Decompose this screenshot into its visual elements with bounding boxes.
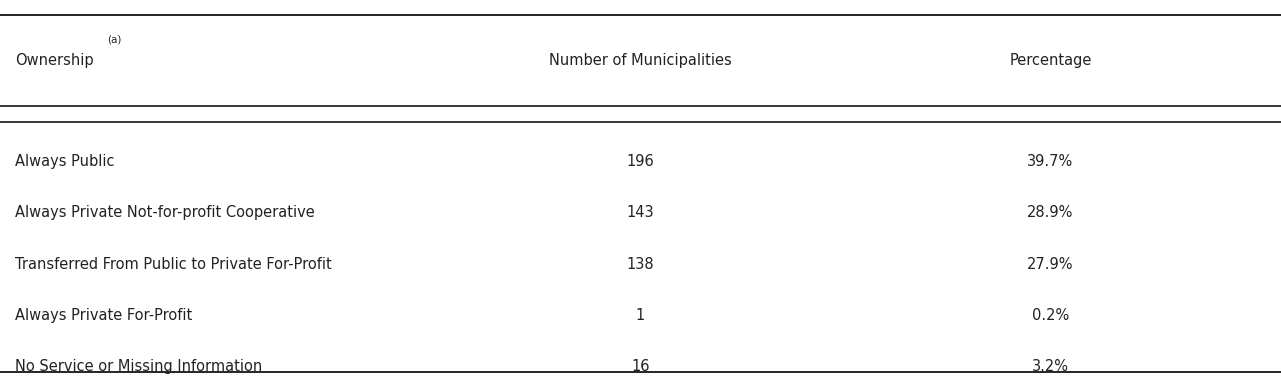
Text: 16: 16: [632, 359, 649, 374]
Text: 143: 143: [626, 205, 655, 220]
Text: 27.9%: 27.9%: [1027, 256, 1073, 272]
Text: Always Private Not-for-profit Cooperative: Always Private Not-for-profit Cooperativ…: [15, 205, 315, 220]
Text: 39.7%: 39.7%: [1027, 154, 1073, 169]
Text: 196: 196: [626, 154, 655, 169]
Text: Always Private For-Profit: Always Private For-Profit: [15, 308, 192, 323]
Text: Number of Municipalities: Number of Municipalities: [550, 53, 731, 68]
Text: Transferred From Public to Private For-Profit: Transferred From Public to Private For-P…: [15, 256, 332, 272]
Text: Ownership: Ownership: [15, 53, 94, 68]
Text: 28.9%: 28.9%: [1027, 205, 1073, 220]
Text: 138: 138: [626, 256, 655, 272]
Text: No Service or Missing Information: No Service or Missing Information: [15, 359, 263, 374]
Text: 1: 1: [635, 308, 646, 323]
Text: Percentage: Percentage: [1009, 53, 1091, 68]
Text: (a): (a): [108, 35, 122, 45]
Text: Always Public: Always Public: [15, 154, 115, 169]
Text: 3.2%: 3.2%: [1032, 359, 1068, 374]
Text: 0.2%: 0.2%: [1031, 308, 1070, 323]
